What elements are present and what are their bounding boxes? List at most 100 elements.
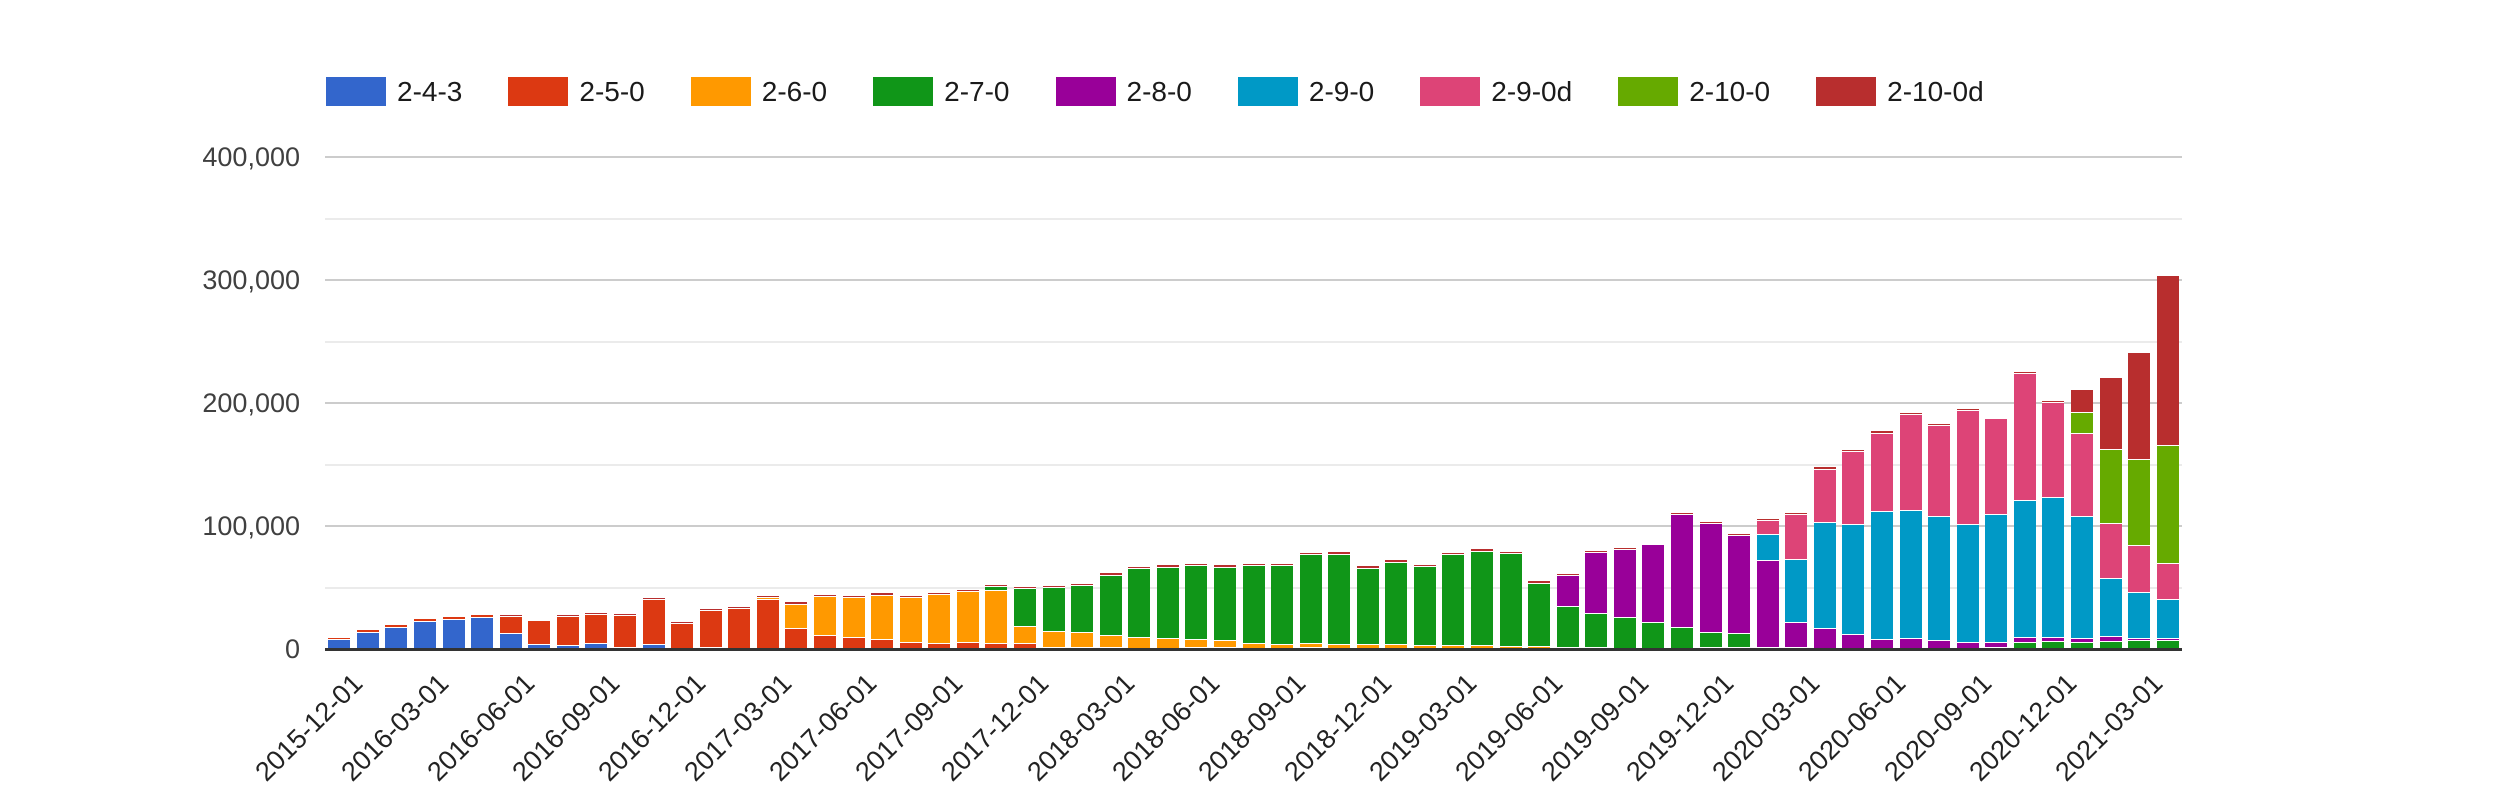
bar-segment-2-6-0[interactable]	[1556, 646, 1579, 648]
bar-segment-2-5-0[interactable]	[1013, 643, 1036, 649]
bar-segment-2-4-3[interactable]	[528, 644, 551, 649]
bar-segment-2-10-0d[interactable]	[1413, 563, 1436, 566]
bar-segment-2-10-0d[interactable]	[1613, 546, 1636, 550]
bar-segment-2-10-0d[interactable]	[1071, 583, 1094, 586]
bar-segment-2-6-0[interactable]	[785, 603, 808, 629]
bar-segment-2-8-0[interactable]	[1556, 575, 1579, 606]
bar-segment-2-5-0[interactable]	[1156, 647, 1179, 649]
bar-segment-2-8-0[interactable]	[1613, 549, 1636, 618]
bar-segment-2-10-0d[interactable]	[1156, 564, 1179, 567]
bar-segment-2-4-3[interactable]	[613, 646, 636, 649]
bar-segment-2-8-0[interactable]	[1928, 639, 1951, 648]
bar-segment-2-9-0[interactable]	[1899, 510, 1922, 638]
bar-segment-2-9-0d[interactable]	[1985, 418, 2008, 514]
bar-segment-2-10-0d[interactable]	[728, 605, 751, 608]
bar-segment-2-5-0[interactable]	[1471, 647, 1494, 649]
bar-segment-2-7-0[interactable]	[985, 586, 1008, 590]
bar-segment-2-5-0[interactable]	[756, 599, 779, 648]
bar-segment-2-9-0[interactable]	[1785, 559, 1808, 622]
bar-segment-2-7-0[interactable]	[1528, 582, 1551, 646]
bar-segment-2-6-0[interactable]	[1156, 637, 1179, 648]
bar-segment-2-10-0d[interactable]	[842, 594, 865, 598]
bar-segment-2-10-0d[interactable]	[813, 593, 836, 596]
bar-segment-2-10-0d[interactable]	[1699, 521, 1722, 523]
bar-segment-2-9-0d[interactable]	[1813, 468, 1836, 522]
bar-segment-2-7-0[interactable]	[1128, 568, 1151, 637]
bar-segment-2-9-0[interactable]	[2156, 598, 2179, 638]
bar-segment-2-5-0[interactable]	[1356, 647, 1379, 649]
bar-segment-2-5-0[interactable]	[699, 609, 722, 647]
bar-segment-2-10-0d[interactable]	[1556, 572, 1579, 576]
legend-item-2-4-3[interactable]: 2-4-3	[326, 77, 462, 106]
bar-segment-2-7-0[interactable]	[1156, 566, 1179, 638]
bar-segment-2-5-0[interactable]	[1385, 647, 1408, 649]
bar-segment-2-9-0[interactable]	[1985, 513, 2008, 643]
bar-segment-2-7-0[interactable]	[1756, 646, 1779, 649]
bar-segment-2-9-0d[interactable]	[2042, 401, 2065, 498]
bar-segment-2-6-0[interactable]	[1185, 638, 1208, 648]
bar-segment-2-7-0[interactable]	[1613, 617, 1636, 648]
bar-segment-2-7-0[interactable]	[1013, 587, 1036, 627]
bar-segment-2-7-0[interactable]	[1071, 585, 1094, 633]
bar-segment-2-6-0[interactable]	[1213, 639, 1236, 648]
bar-segment-2-9-0d[interactable]	[1785, 514, 1808, 560]
bar-segment-2-7-0[interactable]	[1042, 586, 1065, 632]
bar-segment-2-10-0[interactable]	[2099, 449, 2122, 523]
bar-segment-2-10-0d[interactable]	[1471, 548, 1494, 551]
bar-segment-2-6-0[interactable]	[1499, 645, 1522, 648]
bar-segment-2-8-0[interactable]	[2128, 637, 2151, 640]
bar-segment-2-6-0[interactable]	[1128, 636, 1151, 648]
bar-segment-2-5-0[interactable]	[613, 614, 636, 647]
bar-segment-2-8-0[interactable]	[2042, 636, 2065, 642]
bar-segment-2-10-0d[interactable]	[1385, 559, 1408, 562]
bar-segment-2-9-0d[interactable]	[2099, 522, 2122, 578]
bar-segment-2-7-0[interactable]	[1785, 647, 1808, 649]
bar-segment-2-6-0[interactable]	[871, 594, 894, 639]
bar-segment-2-10-0d[interactable]	[1013, 585, 1036, 588]
bar-segment-2-5-0[interactable]	[1242, 647, 1265, 649]
bar-segment-2-9-0[interactable]	[1842, 523, 1865, 635]
bar-segment-2-10-0d[interactable]	[613, 612, 636, 615]
bar-segment-2-5-0[interactable]	[1299, 647, 1322, 649]
bar-segment-2-10-0d[interactable]	[1928, 422, 1951, 425]
bar-segment-2-8-0[interactable]	[1699, 522, 1722, 632]
bar-segment-2-9-0d[interactable]	[1899, 414, 1922, 511]
bar-segment-2-5-0[interactable]	[785, 628, 808, 649]
legend-item-2-10-0d[interactable]: 2-10-0d	[1816, 77, 1984, 106]
bar-segment-2-10-0d[interactable]	[528, 617, 551, 620]
bar-segment-2-10-0d[interactable]	[499, 613, 522, 616]
bar-segment-2-7-0[interactable]	[1213, 566, 1236, 640]
bar-segment-2-7-0[interactable]	[1699, 631, 1722, 647]
bar-segment-2-10-0d[interactable]	[871, 592, 894, 595]
bar-segment-2-6-0[interactable]	[1413, 644, 1436, 648]
bar-segment-2-5-0[interactable]	[1099, 647, 1122, 649]
bar-segment-2-6-0[interactable]	[1299, 643, 1322, 648]
bar-segment-2-6-0[interactable]	[899, 597, 922, 643]
bar-segment-2-10-0d[interactable]	[756, 594, 779, 597]
bar-segment-2-10-0d[interactable]	[899, 594, 922, 598]
bar-segment-2-5-0[interactable]	[328, 636, 351, 640]
bar-segment-2-8-0[interactable]	[1899, 637, 1922, 648]
bar-segment-2-5-0[interactable]	[671, 622, 694, 648]
bar-segment-2-5-0[interactable]	[556, 615, 579, 646]
bar-segment-2-9-0d[interactable]	[2013, 372, 2036, 500]
bar-segment-2-10-0d[interactable]	[1642, 542, 1665, 545]
bar-segment-2-7-0[interactable]	[1556, 605, 1579, 647]
bar-segment-2-4-3[interactable]	[413, 620, 436, 649]
bar-segment-2-6-0[interactable]	[1328, 644, 1351, 648]
bar-segment-2-9-0d[interactable]	[1928, 424, 1951, 516]
bar-segment-2-7-0[interactable]	[1499, 553, 1522, 646]
bar-segment-2-10-0d[interactable]	[699, 607, 722, 610]
bar-segment-2-9-0[interactable]	[2071, 515, 2093, 638]
bar-segment-2-9-0d[interactable]	[1956, 409, 1979, 524]
bar-segment-2-10-0d[interactable]	[1671, 512, 1694, 515]
bar-segment-2-6-0[interactable]	[1642, 647, 1665, 649]
bar-segment-2-7-0[interactable]	[1442, 554, 1465, 645]
bar-segment-2-7-0[interactable]	[1642, 621, 1665, 648]
bar-segment-2-10-0d[interactable]	[1128, 565, 1151, 569]
bar-segment-2-10-0d[interactable]	[642, 596, 665, 599]
bar-segment-2-6-0[interactable]	[842, 597, 865, 637]
bar-segment-2-10-0d[interactable]	[1585, 550, 1608, 552]
bar-segment-2-9-0d[interactable]	[2156, 562, 2179, 599]
bar-segment-2-8-0[interactable]	[1585, 551, 1608, 614]
